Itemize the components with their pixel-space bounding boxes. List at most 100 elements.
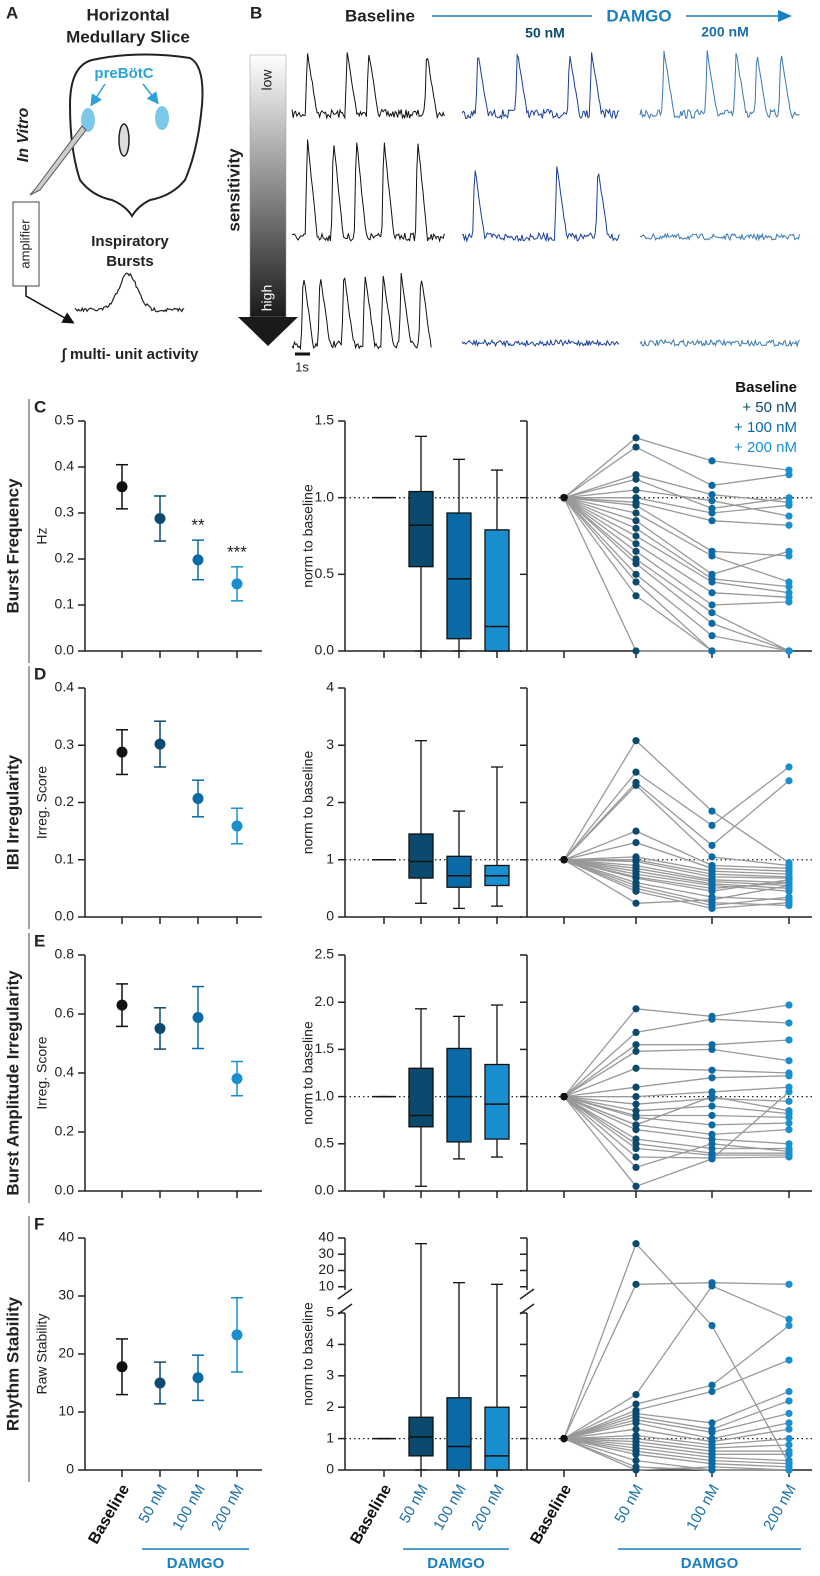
x-tick-label: 200 nM xyxy=(468,1481,508,1533)
subject-line xyxy=(563,1412,790,1440)
panel-label: D xyxy=(34,664,46,683)
subject-point xyxy=(632,1240,640,1248)
subject-point xyxy=(632,540,640,548)
subject-line xyxy=(563,497,790,652)
subject-point xyxy=(560,494,568,502)
subject-line xyxy=(563,859,790,907)
subject-point xyxy=(708,1074,716,1082)
box xyxy=(484,529,510,652)
subject-point xyxy=(785,1315,793,1323)
panel-label: C xyxy=(34,397,46,416)
mean-point xyxy=(154,738,166,750)
box xyxy=(446,855,472,888)
box xyxy=(446,512,472,640)
electrode xyxy=(29,125,87,196)
subject-point xyxy=(708,552,716,560)
subject-line xyxy=(563,784,790,867)
subject-point xyxy=(785,521,793,529)
subject-point xyxy=(785,1097,793,1105)
subject-point xyxy=(632,524,640,532)
subject-point xyxy=(708,1463,716,1471)
bursts-line: Inspiratory xyxy=(91,233,169,250)
panel-label: A xyxy=(6,3,18,22)
subject-point xyxy=(708,457,716,465)
subject-point xyxy=(632,509,640,517)
subject-point xyxy=(785,1153,793,1161)
subject-point xyxy=(708,1419,716,1427)
subject-point xyxy=(785,1019,793,1027)
subject-line xyxy=(563,478,790,510)
subject-line xyxy=(563,497,790,526)
dose-label: 200 nM xyxy=(701,24,748,40)
box xyxy=(408,490,434,568)
subject-point xyxy=(632,1153,640,1161)
row-title: Burst Frequency xyxy=(3,478,22,614)
x-tick-label: 50 nM xyxy=(611,1481,647,1526)
y-tick-label: 0.0 xyxy=(55,908,75,924)
mean-point xyxy=(154,1022,166,1034)
subject-line xyxy=(563,497,789,652)
subject-line xyxy=(563,1242,790,1465)
y-tick-label: 0.5 xyxy=(315,565,335,581)
y-tick-label: 0.3 xyxy=(55,736,75,752)
subject-point xyxy=(708,1066,716,1074)
subject-point xyxy=(708,578,716,586)
subject-point xyxy=(632,737,640,745)
subject-point xyxy=(708,1387,716,1396)
subject-line xyxy=(563,859,790,901)
subject-line xyxy=(563,859,790,892)
axis-break xyxy=(337,1288,353,1300)
y-tick-label: 2 xyxy=(326,793,334,809)
mean-point xyxy=(192,1012,204,1024)
subject-point xyxy=(708,619,716,628)
subject-line xyxy=(563,1096,790,1159)
box xyxy=(408,833,434,879)
y-tick-label: 3 xyxy=(326,1367,334,1383)
subject-point xyxy=(785,501,793,509)
panel-label: F xyxy=(34,1214,44,1233)
subject-line xyxy=(563,497,789,652)
subject-point xyxy=(632,1182,640,1190)
subject-line xyxy=(563,859,790,884)
box xyxy=(446,1047,472,1143)
high-label: high xyxy=(259,285,275,311)
subject-point xyxy=(785,1072,793,1080)
prebotc-right xyxy=(155,106,169,130)
subject-point xyxy=(785,647,793,655)
subject-point xyxy=(632,1041,640,1049)
x-tick-label: Baseline xyxy=(85,1482,133,1548)
subject-line xyxy=(563,489,790,517)
subject-point xyxy=(632,1121,640,1129)
subject-line xyxy=(563,859,790,904)
label-bg xyxy=(592,6,686,26)
activity-label: ∫ multi- unit activity xyxy=(61,346,199,363)
subject-line xyxy=(563,1039,790,1098)
subject-line xyxy=(563,859,790,892)
y-tick-label: 1.0 xyxy=(315,1087,335,1103)
subject-point xyxy=(785,1409,793,1418)
subject-point xyxy=(708,481,716,489)
box xyxy=(484,1063,510,1140)
subject-line xyxy=(564,859,790,878)
mean-point xyxy=(231,820,243,832)
subject-line xyxy=(563,1096,789,1150)
mean-point xyxy=(116,746,128,758)
subject-point xyxy=(708,491,716,499)
group-label: DAMGO xyxy=(167,1555,225,1572)
subject-point xyxy=(632,1456,640,1465)
y-tick-label: 2 xyxy=(326,1398,334,1414)
y-tick-label: 20 xyxy=(58,1345,74,1361)
arrow xyxy=(90,83,106,107)
subject-point xyxy=(708,841,716,850)
subject-point xyxy=(785,1425,793,1433)
x-tick-label: 50 nM xyxy=(135,1481,171,1526)
trace xyxy=(639,232,801,242)
box xyxy=(408,1067,434,1128)
mean-point xyxy=(231,578,243,590)
trace xyxy=(461,338,620,348)
subject-point xyxy=(785,471,793,479)
y-tick-label: 0.6 xyxy=(55,1005,75,1021)
y-tick-label: 3 xyxy=(326,736,334,752)
subject-point xyxy=(785,512,793,520)
subject-line xyxy=(563,1048,790,1098)
